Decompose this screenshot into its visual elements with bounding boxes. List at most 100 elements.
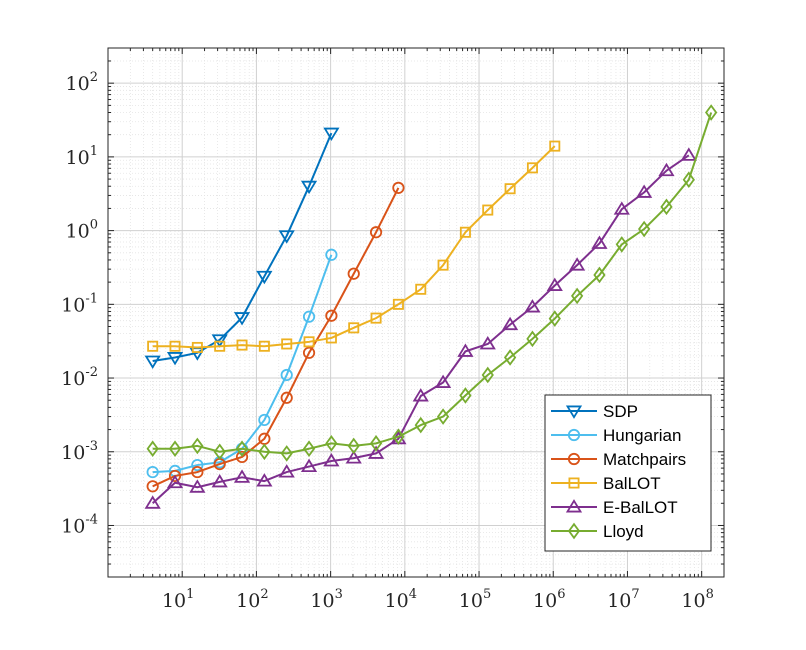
data-point-lloyd bbox=[302, 440, 316, 458]
data-point-ballot bbox=[415, 283, 427, 295]
data-point-lloyd bbox=[570, 287, 584, 305]
data-point-ballot bbox=[191, 341, 203, 353]
data-point-matchpairs bbox=[369, 226, 383, 239]
data-point-e-ballot bbox=[501, 316, 519, 331]
axes-box bbox=[107, 47, 725, 578]
data-point-e-ballot bbox=[278, 464, 295, 478]
data-point-ballot bbox=[459, 226, 471, 238]
data-point-e-ballot bbox=[434, 374, 452, 388]
data-point-e-ballot bbox=[367, 445, 385, 459]
y-tick-label: 102 bbox=[66, 70, 98, 95]
y-tick-label: 10-1 bbox=[61, 291, 98, 316]
series-e-ballot bbox=[144, 147, 697, 509]
data-point-ballot bbox=[348, 322, 360, 334]
data-point-hungarian bbox=[280, 368, 293, 382]
data-point-e-ballot bbox=[524, 299, 541, 313]
data-point-sdp bbox=[300, 180, 318, 195]
data-point-e-ballot bbox=[233, 469, 251, 483]
series-lloyd bbox=[146, 104, 718, 462]
data-point-sdp bbox=[211, 334, 228, 348]
data-point-matchpairs bbox=[280, 391, 293, 404]
data-point-hungarian bbox=[325, 248, 338, 261]
data-point-ballot bbox=[325, 332, 337, 344]
data-point-hungarian bbox=[146, 465, 159, 479]
data-point-ballot bbox=[258, 340, 270, 352]
y-tick-labels: 10-4 10-3 10-2 10-1 100 101 102 bbox=[61, 70, 98, 537]
x-tick-label: 104 bbox=[385, 587, 417, 612]
series-sdp bbox=[144, 127, 340, 369]
tick-marks bbox=[107, 47, 725, 578]
data-point-e-ballot bbox=[636, 184, 653, 198]
x-tick-label: 106 bbox=[533, 587, 565, 612]
legend-marker-hungarian bbox=[567, 428, 581, 442]
data-point-lloyd bbox=[705, 104, 718, 121]
data-point-sdp bbox=[166, 352, 184, 366]
data-point-sdp bbox=[144, 355, 161, 369]
data-point-lloyd bbox=[347, 437, 360, 455]
data-point-hungarian bbox=[258, 413, 271, 427]
legend-label: Lloyd bbox=[603, 522, 644, 541]
x-tick-label: 103 bbox=[310, 587, 342, 612]
data-point-lloyd bbox=[414, 416, 427, 434]
data-point-lloyd bbox=[682, 171, 695, 189]
y-tick-label: 10-4 bbox=[61, 512, 98, 537]
data-point-e-ballot bbox=[166, 474, 184, 489]
data-point-matchpairs bbox=[146, 480, 159, 493]
data-point-ballot bbox=[526, 162, 538, 174]
x-tick-labels: 101 102 103 104 105 106 107 108 bbox=[162, 587, 714, 612]
legend-label: SDP bbox=[603, 402, 638, 421]
data-point-ballot bbox=[392, 298, 404, 310]
y-tick-label: 10-3 bbox=[61, 439, 98, 464]
data-point-lloyd bbox=[593, 266, 606, 284]
data-point-matchpairs bbox=[191, 465, 204, 479]
data-point-ballot bbox=[281, 338, 293, 350]
data-point-lloyd bbox=[168, 440, 182, 458]
data-point-e-ballot bbox=[211, 473, 228, 488]
legend-item-sdp: SDP bbox=[551, 402, 638, 421]
y-tick-label: 10-2 bbox=[61, 365, 98, 390]
series-line-sdp bbox=[152, 132, 333, 363]
legend-label: Hungarian bbox=[603, 426, 681, 445]
data-point-e-ballot bbox=[256, 473, 273, 487]
legend-label: BalLOT bbox=[603, 474, 661, 493]
legend-item-lloyd: Lloyd bbox=[551, 522, 644, 541]
data-point-e-ballot bbox=[323, 453, 340, 467]
x-tick-label: 102 bbox=[236, 587, 268, 612]
data-point-ballot bbox=[437, 259, 449, 271]
series-ballot bbox=[147, 140, 561, 353]
data-point-matchpairs bbox=[302, 346, 316, 359]
data-point-lloyd bbox=[235, 440, 249, 458]
legend-item-hungarian: Hungarian bbox=[551, 426, 681, 445]
data-point-sdp bbox=[256, 270, 273, 285]
legend-marker-e-ballot bbox=[565, 499, 583, 513]
data-point-matchpairs bbox=[325, 309, 338, 322]
data-point-ballot bbox=[214, 340, 226, 352]
data-point-hungarian bbox=[302, 310, 316, 323]
data-point-e-ballot bbox=[412, 388, 429, 402]
data-point-lloyd bbox=[213, 443, 226, 461]
data-point-sdp bbox=[233, 312, 251, 326]
data-point-e-ballot bbox=[479, 336, 496, 350]
data-point-lloyd bbox=[191, 437, 204, 455]
data-point-lloyd bbox=[481, 366, 494, 384]
data-point-lloyd bbox=[615, 236, 628, 253]
data-point-lloyd bbox=[660, 198, 673, 216]
data-point-ballot bbox=[549, 140, 561, 152]
y-tick-label: 100 bbox=[66, 218, 98, 243]
data-point-lloyd bbox=[548, 310, 561, 327]
legend-item-e-ballot: E-BalLOT bbox=[551, 498, 678, 517]
legend-item-matchpairs: Matchpairs bbox=[551, 450, 686, 469]
series-matchpairs bbox=[146, 181, 405, 493]
data-point-ballot bbox=[169, 340, 181, 352]
data-point-e-ballot bbox=[546, 277, 563, 291]
y-tick-label: 101 bbox=[66, 144, 98, 169]
legend-label: Matchpairs bbox=[603, 450, 686, 469]
x-tick-label: 105 bbox=[459, 587, 491, 612]
data-point-e-ballot bbox=[613, 201, 630, 215]
data-point-lloyd bbox=[258, 443, 271, 461]
series-line-ballot bbox=[152, 145, 556, 349]
data-point-e-ballot bbox=[189, 479, 206, 493]
data-point-lloyd bbox=[526, 330, 539, 348]
data-point-lloyd bbox=[459, 387, 472, 404]
